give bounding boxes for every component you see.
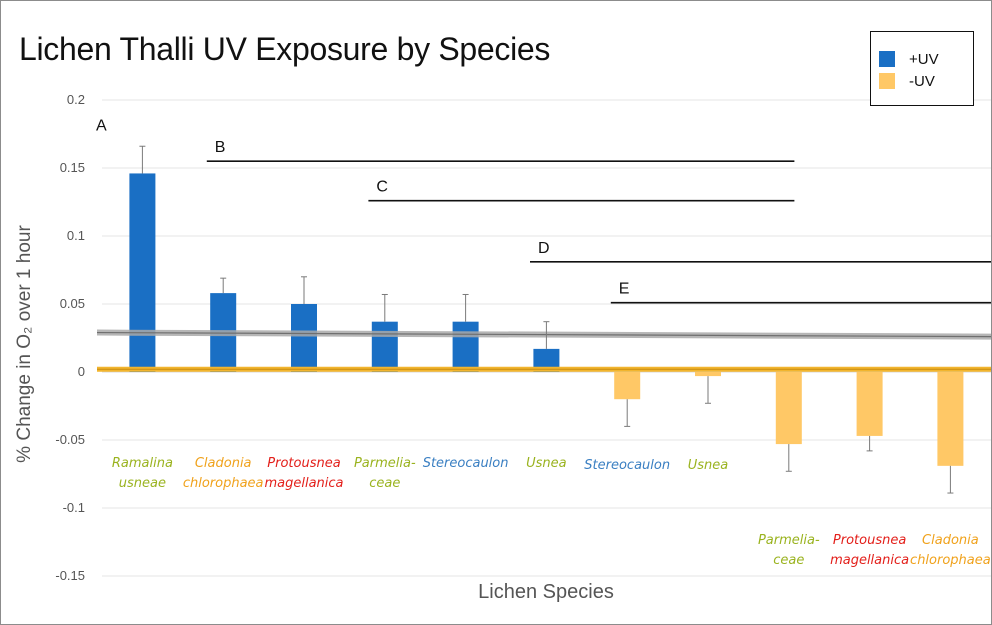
significance-label: B <box>215 139 226 156</box>
bar <box>614 372 641 400</box>
bar <box>856 372 883 436</box>
bar <box>775 372 802 445</box>
species-label: chlorophaea <box>183 476 264 491</box>
species-label: ceae <box>773 553 804 568</box>
bar <box>129 173 156 372</box>
legend-item-plus-uv: +UV <box>879 49 939 69</box>
y-tick-label: -0.05 <box>55 432 85 447</box>
x-axis-label: Lichen Species <box>478 581 614 603</box>
species-label: magellanica <box>264 476 343 491</box>
species-label: Stereocaulon <box>423 456 509 471</box>
species-label: Parmelia- <box>354 456 416 471</box>
y-tick-label: 0.2 <box>67 92 85 107</box>
legend: +UV -UV <box>870 31 974 106</box>
y-tick-label: 0 <box>78 364 85 379</box>
y-tick-label: -0.15 <box>55 568 85 583</box>
legend-item-minus-uv: -UV <box>879 71 935 91</box>
significance-label: E <box>619 281 630 298</box>
species-label: Protousnea <box>267 456 340 471</box>
bar <box>371 321 398 372</box>
bar <box>695 372 721 377</box>
species-label: Ramalina <box>112 456 173 471</box>
species-label: usneae <box>119 476 166 491</box>
legend-label-minus-uv: -UV <box>909 72 935 90</box>
significance-label: D <box>538 240 550 257</box>
species-label: Usnea <box>526 456 567 471</box>
species-label: Usnea <box>688 458 729 473</box>
significance-label: C <box>376 179 388 196</box>
species-label: ceae <box>369 476 400 491</box>
bar <box>452 321 479 372</box>
y-axis-label: % Change in O₂ over 1 hour <box>14 225 35 463</box>
species-label: Protousnea <box>833 533 906 548</box>
bar <box>291 304 317 372</box>
species-label: Parmelia- <box>758 533 820 548</box>
species-label: Cladonia <box>195 456 252 471</box>
y-tick-label: 0.1 <box>67 228 85 243</box>
trendline-plus-uv-core <box>96 331 991 338</box>
y-tick-label: 0.05 <box>60 296 85 311</box>
species-label: magellanica <box>830 553 909 568</box>
species-label: Cladonia <box>922 533 979 548</box>
bar <box>533 348 560 372</box>
bar <box>937 372 964 466</box>
legend-label-plus-uv: +UV <box>909 50 939 68</box>
chart-title: Lichen Thalli UV Exposure by Species <box>19 31 551 67</box>
significance-label: A <box>96 117 107 134</box>
y-tick-label: -0.1 <box>63 500 85 515</box>
y-tick-label: 0.15 <box>60 160 85 175</box>
legend-swatch-minus-uv <box>879 73 895 89</box>
species-label: Stereocaulon <box>584 458 670 473</box>
legend-swatch-plus-uv <box>879 51 895 67</box>
species-label: chlorophaea <box>910 553 991 568</box>
